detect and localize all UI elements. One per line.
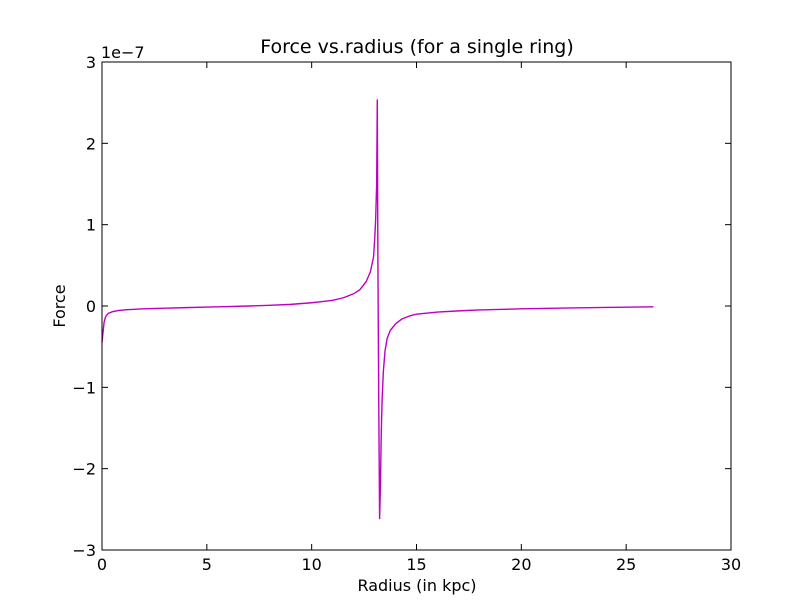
y-axis-multiplier: 1e−7: [101, 43, 145, 62]
x-tick-label: 10: [301, 555, 321, 574]
y-axis-ticks: −3 −2 −1 0 1 2 3: [72, 53, 731, 560]
y-tick-label: 0: [86, 297, 96, 316]
chart-title: Force vs.radius (for a single ring): [260, 36, 574, 58]
x-tick-label: 20: [511, 555, 531, 574]
y-tick-label: 1: [86, 216, 96, 235]
plot-frame: [101, 61, 732, 551]
x-axis-ticks: 0 5 10 15 20 25 30: [97, 62, 741, 574]
y-tick-label: 2: [86, 134, 96, 153]
y-tick-label: 3: [86, 53, 96, 72]
series-line-0: [101, 99, 654, 520]
y-axis-label: Force: [50, 284, 69, 327]
x-axis-label: Radius (in kpc): [357, 576, 476, 595]
y-tick-label: −2: [72, 460, 96, 479]
y-tick-label: −3: [72, 541, 96, 560]
x-tick-label: 25: [616, 555, 636, 574]
x-tick-label: 0: [97, 555, 107, 574]
x-tick-label: 5: [202, 555, 212, 574]
x-tick-label: 15: [406, 555, 426, 574]
y-tick-label: −1: [72, 378, 96, 397]
plot-area: [101, 99, 654, 520]
x-tick-label: 30: [721, 555, 741, 574]
